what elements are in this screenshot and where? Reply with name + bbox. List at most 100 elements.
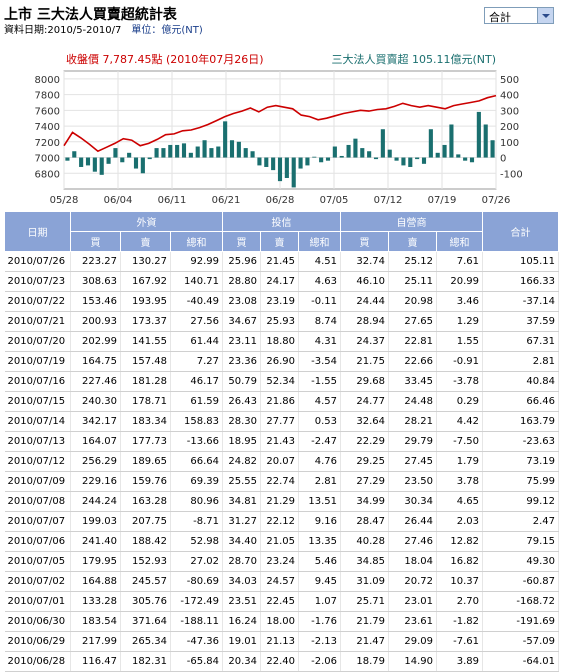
row-value: 23.08: [222, 291, 261, 312]
net-buy-sell-bar: [216, 146, 221, 158]
row-value: 26.44: [388, 511, 437, 532]
row-value: 141.55: [120, 331, 171, 352]
row-date: 2010/07/26: [4, 251, 71, 272]
row-value: -3.54: [298, 351, 341, 372]
row-value: 21.13: [260, 631, 299, 652]
row-value: 31.27: [222, 511, 261, 532]
row-date: 2010/06/30: [4, 611, 71, 632]
row-date: 2010/07/21: [4, 311, 71, 332]
row-value: 16.24: [222, 611, 261, 632]
row-value: 177.73: [120, 431, 171, 452]
net-buy-sell-bar: [435, 152, 440, 158]
row-value: 5.46: [298, 551, 341, 572]
row-value: 265.34: [120, 631, 171, 652]
row-value: 24.17: [260, 271, 299, 292]
row-value: 34.40: [222, 531, 261, 552]
row-value: 2.81: [482, 351, 560, 372]
row-value: 18.00: [260, 611, 299, 632]
row-value: 25.96: [222, 251, 261, 272]
table-row: 2010/07/02 164.88 245.57 -80.69 34.03 24.57 9.…: [4, 571, 560, 592]
net-buy-sell-bar: [476, 111, 481, 158]
row-value: -7.61: [436, 631, 484, 652]
net-buy-sell-bar: [99, 157, 104, 175]
summary-select[interactable]: 合計: [484, 7, 554, 24]
x-tick-label: 06/21: [212, 195, 241, 206]
page-subtitle: 資料日期:2010/5-2010/7 單位：億元(NT): [4, 21, 203, 36]
net-buy-sell-bar: [168, 144, 173, 158]
row-value: 13.51: [298, 491, 341, 512]
table-row: 2010/07/13 164.07 177.73 -13.66 18.95 21.43 -2…: [4, 431, 560, 452]
col-date: 日期: [4, 211, 71, 252]
row-date: 2010/07/16: [4, 371, 71, 392]
chevron-down-icon[interactable]: [537, 8, 553, 23]
table-row: 2010/07/08 244.24 163.28 80.96 34.81 21.29 13.…: [4, 491, 560, 512]
row-value: 61.59: [170, 391, 223, 412]
row-value: 0.53: [298, 411, 341, 432]
row-value: 34.85: [340, 551, 389, 572]
net-buy-sell-bar: [181, 143, 187, 158]
net-buy-sell-bar: [483, 124, 488, 158]
row-value: 16.82: [436, 551, 484, 572]
net-buy-sell-bar: [209, 148, 214, 158]
x-tick-label: 07/12: [374, 195, 403, 206]
row-value: 229.16: [70, 471, 121, 492]
row-value: 23.24: [260, 551, 299, 572]
row-value: 33.45: [388, 371, 437, 392]
row-value: 61.44: [170, 331, 223, 352]
row-value: 164.07: [70, 431, 121, 452]
x-tick-label: 05/28: [50, 195, 79, 206]
y-left-tick-label: 6800: [35, 169, 60, 180]
row-date: 2010/07/19: [4, 351, 71, 372]
row-value: 159.76: [120, 471, 171, 492]
row-value: 371.64: [120, 611, 171, 632]
net-buy-sell-bar: [490, 140, 495, 158]
row-value: 24.48: [388, 391, 437, 412]
row-value: 4.63: [298, 271, 341, 292]
row-value: 28.94: [340, 311, 389, 332]
row-value: 30.34: [388, 491, 437, 512]
row-value: 28.30: [222, 411, 261, 432]
net-buy-sell-bar: [229, 140, 235, 158]
row-value: 66.46: [482, 391, 560, 412]
row-value: 24.37: [340, 331, 389, 352]
row-value: -1.76: [298, 611, 341, 632]
row-value: 4.31: [298, 331, 341, 352]
row-value: 23.50: [388, 471, 437, 492]
net-buy-sell-bar: [380, 129, 385, 158]
col-dealer-net: 總和: [435, 231, 484, 252]
row-value: -65.84: [170, 651, 223, 672]
row-value: 4.42: [436, 411, 484, 432]
net-buy-sell-bar: [127, 152, 132, 158]
row-value: 244.24: [70, 491, 121, 512]
row-value: 32.64: [340, 411, 389, 432]
row-value: 23.01: [388, 591, 437, 612]
row-value: 18.95: [222, 431, 261, 452]
row-value: 23.19: [260, 291, 299, 312]
row-value: 4.65: [436, 491, 484, 512]
row-value: 22.29: [340, 431, 389, 452]
net-buy-sell-bar: [332, 146, 337, 158]
row-value: 69.39: [170, 471, 223, 492]
row-date: 2010/07/02: [4, 571, 71, 592]
row-value: 27.29: [340, 471, 389, 492]
row-value: -191.69: [482, 611, 560, 632]
row-value: 67.31: [482, 331, 560, 352]
net-buy-sell-bar: [373, 157, 379, 160]
row-value: 28.80: [222, 271, 261, 292]
table-row: 2010/07/21 200.93 173.37 27.56 34.67 25.93 8.7…: [4, 311, 560, 332]
row-value: 27.65: [388, 311, 437, 332]
row-value: 3.78: [436, 471, 484, 492]
row-value: -57.09: [482, 631, 560, 652]
table-row: 2010/07/23 308.63 167.92 140.71 28.80 24.17 4.…: [4, 271, 560, 292]
net-buy-sell-bar: [339, 155, 344, 158]
net-buy-sell-bar: [428, 129, 433, 158]
y-left-tick-label: 7600: [35, 106, 60, 117]
col-dealer: 自營商: [339, 211, 484, 232]
y-right-tick-label: 300: [500, 106, 519, 117]
net-buy-sell-bar: [271, 157, 276, 171]
row-value: 21.45: [260, 251, 299, 272]
net-buy-sell-bar: [298, 157, 303, 169]
row-value: -0.11: [298, 291, 341, 312]
row-value: 22.12: [260, 511, 299, 532]
row-value: 18.79: [340, 651, 389, 672]
